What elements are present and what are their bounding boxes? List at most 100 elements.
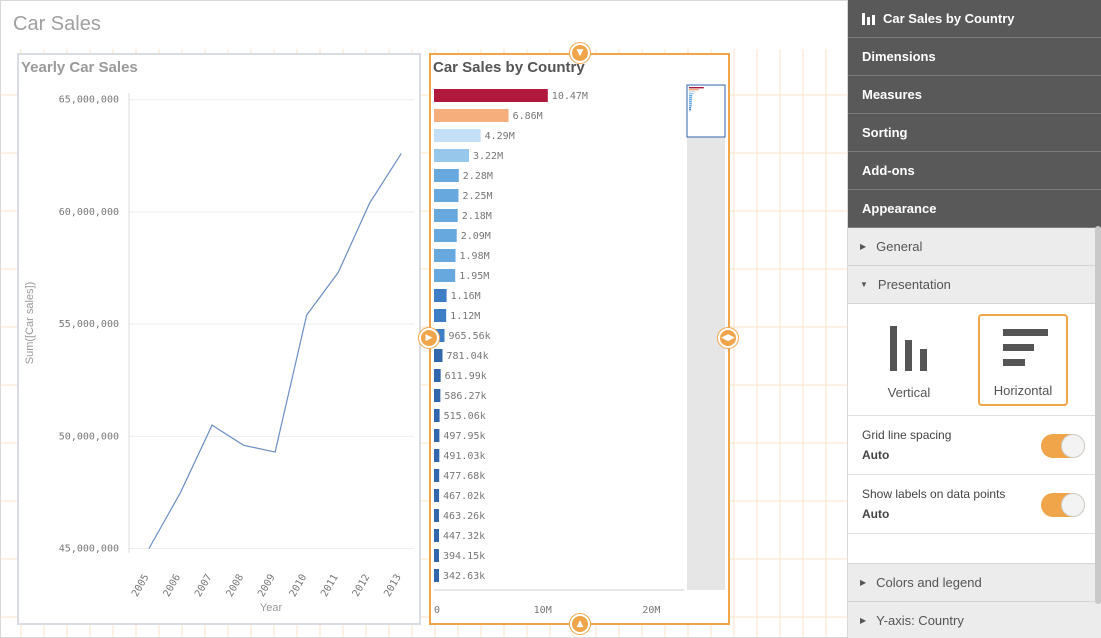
section-colors-legend[interactable]: ▶ Colors and legend [848,564,1101,602]
bar-value-label: 10.47M [552,91,588,102]
section-y-axis[interactable]: ▶ Y-axis: Country [848,602,1101,638]
caret-right-icon: ▶ [860,578,867,587]
bar [434,529,439,542]
properties-header-title: Car Sales by Country [883,11,1015,26]
orientation-vertical-button[interactable]: Vertical [864,314,954,406]
y-tick-label: 60,000,000 [59,207,119,218]
bar-scroll-track [687,135,725,590]
orientation-horizontal-button[interactable]: Horizontal [978,314,1068,406]
mini-bar [689,107,691,109]
tab-dimensions[interactable]: Dimensions [848,38,1101,76]
show-labels-label: Show labels on data points [862,487,1006,501]
bar [434,489,440,502]
bar [434,549,439,562]
bar-value-label: 394.15k [443,551,485,562]
mini-bar [689,99,693,101]
y-tick-label: 55,000,000 [59,319,119,330]
mini-bar [689,103,692,105]
toggle-knob [1061,434,1085,458]
bar [434,569,439,582]
x-tick-label: 2005 [130,573,152,599]
bar [434,509,440,522]
resize-handle-top[interactable]: ▼ [570,43,590,63]
bar [434,369,441,382]
bar-value-label: 491.03k [443,451,485,462]
bar-chart-title: Car Sales by Country [433,59,585,76]
mini-bar [689,109,691,111]
bar-value-label: 447.32k [443,531,485,542]
bar [434,449,440,462]
grid-line-spacing-value: Auto [862,448,890,462]
section-colors-label: Colors and legend [876,575,982,590]
line-chart-title: Yearly Car Sales [21,59,138,76]
show-labels-value: Auto [862,507,890,521]
mini-bar [689,89,699,91]
bar [434,349,443,362]
tab-add-ons[interactable]: Add-ons [848,152,1101,190]
vertical-bars-icon [890,326,927,371]
x-tick-label: 2006 [162,573,184,599]
sheet-canvas: Car Sales Yearly Car Sales 45,000,000 50,… [0,0,848,638]
bar [434,249,456,262]
toggle-knob [1061,493,1085,517]
bar-value-label: 1.16M [451,291,481,302]
section-general-label: General [876,239,923,254]
resize-handle-bottom[interactable]: ▲ [570,614,590,634]
bar [434,329,445,342]
bar-chart-panel[interactable]: Car Sales by Country 10.47M 6.86M 4.29M 3.2… [429,53,730,625]
orientation-selector: Vertical Horizontal [848,304,1101,416]
bar-scroll-thumb [686,84,726,138]
grid-line-spacing-label: Grid line spacing [862,428,952,442]
show-labels-row: Show labels on data points Auto [848,475,1101,534]
x-tick-label: 20M [642,605,660,616]
x-tick-label: 2011 [319,573,341,599]
bar-value-label: 6.86M [513,111,543,122]
section-presentation-label: Presentation [877,277,951,292]
section-presentation[interactable]: ▼ Presentation [848,266,1101,304]
bar [434,409,440,422]
bar-value-label: 515.06k [444,411,486,422]
bar [434,169,459,182]
bar-value-label: 463.26k [443,511,485,522]
properties-scrollbar[interactable] [1095,226,1101,604]
x-tick-label: 2008 [225,573,247,599]
mini-bar [689,87,704,89]
show-labels-toggle[interactable] [1041,493,1085,517]
x-tick-label: 2013 [382,573,404,599]
resize-handle-left[interactable]: ▶ [419,328,439,348]
x-tick-label: 2007 [193,573,215,599]
resize-handle-right[interactable]: ◀▶ [718,328,738,348]
section-general[interactable]: ▶ General [848,228,1101,266]
x-tick-label: 10M [534,605,552,616]
bar [434,129,481,142]
bar-value-label: 497.95k [443,431,485,442]
line-chart-panel[interactable]: Yearly Car Sales 45,000,000 50,000,000 55,… [17,53,421,625]
bar-value-label: 611.99k [445,371,487,382]
bar [434,289,447,302]
mini-bar [689,93,694,95]
tab-measures[interactable]: Measures [848,76,1101,114]
mini-bar [689,91,696,93]
bar-value-label: 2.28M [463,171,493,182]
y-axis-title: Sum([Car sales]) [24,282,36,365]
bar-chart[interactable]: 10.47M 6.86M 4.29M 3.22M 2.28M 2.25M 2.18M 2.09… [431,55,732,627]
bar [434,309,447,322]
line-chart[interactable]: 45,000,000 50,000,000 55,000,000 60,000,000… [19,55,423,627]
x-tick-label: 2009 [256,573,278,599]
series-line [148,153,402,549]
bar [434,229,457,242]
caret-right-icon: ▶ [860,242,867,251]
presentation-body: Vertical Horizontal Grid line spacing Au… [848,304,1101,564]
grid-line-spacing-toggle[interactable] [1041,434,1085,458]
bar-value-label: 467.02k [443,491,485,502]
bar [434,209,458,222]
tab-sorting[interactable]: Sorting [848,114,1101,152]
y-tick-label: 65,000,000 [59,95,119,106]
tab-appearance[interactable]: Appearance [848,190,1101,228]
bar [434,109,509,122]
y-tick-label: 50,000,000 [59,431,119,442]
x-axis-title: Year [260,602,283,614]
sheet-title: Car Sales [13,13,101,35]
properties-header: Car Sales by Country [848,0,1101,38]
bar [434,89,548,102]
